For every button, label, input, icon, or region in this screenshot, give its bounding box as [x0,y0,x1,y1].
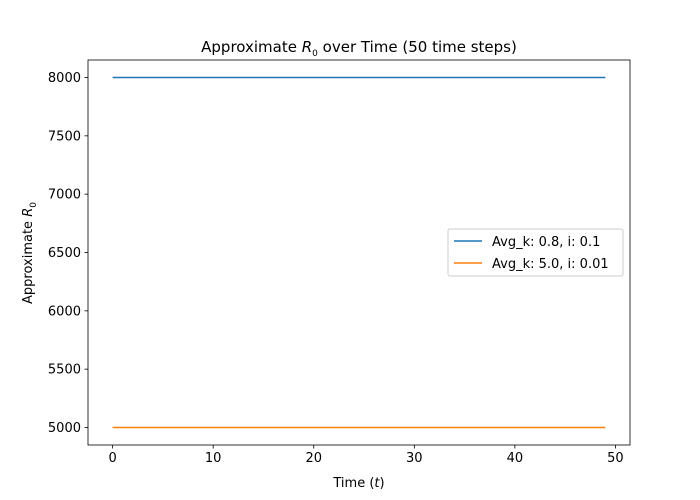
legend-box [447,228,624,277]
y-tick-label: 5000 [48,421,81,436]
x-tick-label: 20 [305,451,322,466]
y-tick-label: 5500 [48,363,81,378]
y-tick-label: 7000 [48,188,81,203]
y-tick-label: 8000 [48,71,81,86]
x-tick-label: 50 [607,451,624,466]
x-tick-label: 40 [507,451,524,466]
chart-title: Approximate R0 over Time (50 time steps) [201,38,517,59]
x-tick-label: 30 [406,451,423,466]
legend: Avg_k: 0.8, i: 0.1 Avg_k: 5.0, i: 0.01 [447,228,624,277]
x-axis-label: Time (t) [332,476,384,491]
x-tick-label: 0 [108,451,116,466]
y-axis-label: Approximate R0 [21,202,39,304]
y-tick-label: 6500 [48,246,81,261]
plot-area: 0 10 20 30 40 50 5000 5500 6000 6500 7000 7500 8000 [48,59,631,466]
y-tick-label: 6000 [48,304,81,319]
y-tick-label: 7500 [48,129,81,144]
legend-label-1: Avg_k: 5.0, i: 0.01 [492,257,609,272]
legend-label-0: Avg_k: 0.8, i: 0.1 [492,235,600,250]
x-tick-label: 10 [205,451,222,466]
